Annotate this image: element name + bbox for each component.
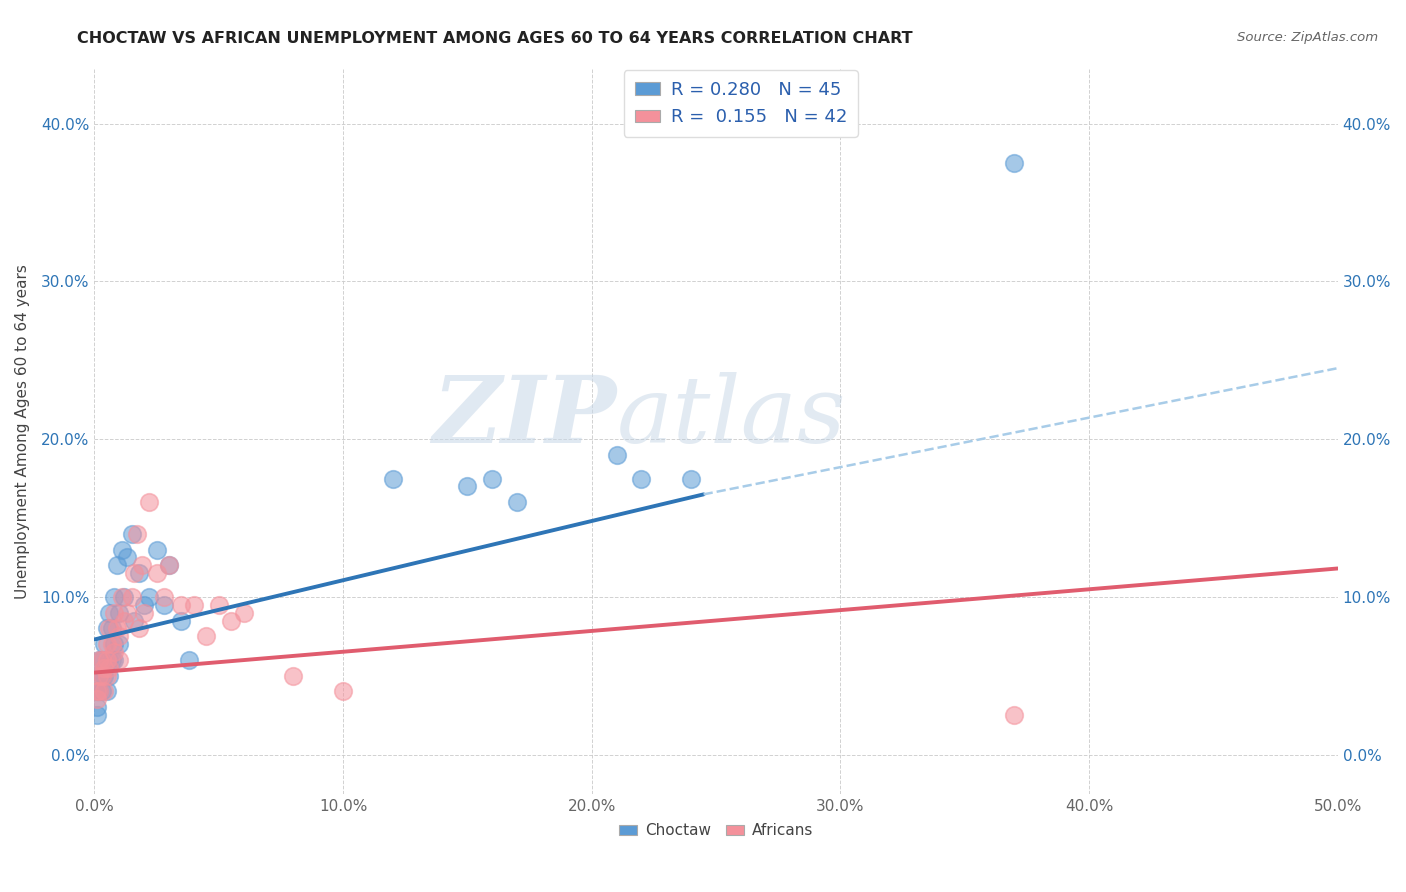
Point — [90, 669, 112, 683]
Point — [96, 684, 118, 698]
Point — [681, 472, 703, 486]
Point — [90, 653, 112, 667]
Point — [96, 653, 118, 667]
Point — [183, 598, 205, 612]
Point — [138, 495, 160, 509]
Point — [1002, 156, 1025, 170]
Point — [103, 645, 125, 659]
Point — [112, 614, 135, 628]
Point — [145, 566, 167, 581]
Point — [86, 692, 108, 706]
Point — [90, 653, 112, 667]
Point — [125, 526, 148, 541]
Point — [93, 661, 115, 675]
Point — [332, 684, 354, 698]
Point — [98, 661, 121, 675]
Point — [506, 495, 529, 509]
Point — [122, 566, 145, 581]
Point — [98, 606, 121, 620]
Point — [153, 590, 176, 604]
Point — [108, 629, 131, 643]
Point — [93, 684, 115, 698]
Legend: Choctaw, Africans: Choctaw, Africans — [613, 817, 820, 845]
Point — [103, 637, 125, 651]
Point — [138, 590, 160, 604]
Point — [170, 598, 193, 612]
Point — [90, 669, 112, 683]
Point — [89, 653, 111, 667]
Point — [86, 684, 108, 698]
Point — [145, 542, 167, 557]
Point — [108, 653, 131, 667]
Point — [122, 614, 145, 628]
Point — [101, 621, 124, 635]
Point — [96, 621, 118, 635]
Point — [283, 669, 305, 683]
Point — [115, 606, 138, 620]
Point — [93, 669, 115, 683]
Point — [112, 590, 135, 604]
Text: Source: ZipAtlas.com: Source: ZipAtlas.com — [1237, 31, 1378, 45]
Point — [89, 684, 111, 698]
Point — [103, 590, 125, 604]
Point — [128, 566, 150, 581]
Point — [103, 653, 125, 667]
Point — [101, 637, 124, 651]
Point — [96, 669, 118, 683]
Point — [89, 653, 111, 667]
Point — [121, 590, 143, 604]
Point — [153, 598, 176, 612]
Point — [134, 598, 156, 612]
Point — [1002, 708, 1025, 723]
Point — [90, 684, 112, 698]
Point — [131, 558, 153, 573]
Point — [456, 479, 478, 493]
Point — [89, 684, 111, 698]
Point — [630, 472, 652, 486]
Point — [86, 700, 108, 714]
Point — [157, 558, 180, 573]
Y-axis label: Unemployment Among Ages 60 to 64 years: Unemployment Among Ages 60 to 64 years — [15, 264, 30, 599]
Point — [195, 629, 218, 643]
Point — [96, 637, 118, 651]
Point — [177, 653, 200, 667]
Point — [86, 708, 108, 723]
Point — [128, 621, 150, 635]
Point — [157, 558, 180, 573]
Text: atlas: atlas — [617, 372, 846, 462]
Point — [105, 558, 128, 573]
Point — [232, 606, 254, 620]
Point — [89, 669, 111, 683]
Point — [219, 614, 242, 628]
Point — [98, 669, 121, 683]
Point — [105, 621, 128, 635]
Point — [103, 606, 125, 620]
Point — [606, 448, 628, 462]
Point — [121, 526, 143, 541]
Point — [208, 598, 231, 612]
Point — [108, 606, 131, 620]
Point — [115, 550, 138, 565]
Point — [101, 653, 124, 667]
Text: ZIP: ZIP — [433, 372, 617, 462]
Point — [108, 637, 131, 651]
Point — [134, 606, 156, 620]
Text: CHOCTAW VS AFRICAN UNEMPLOYMENT AMONG AGES 60 TO 64 YEARS CORRELATION CHART: CHOCTAW VS AFRICAN UNEMPLOYMENT AMONG AG… — [77, 31, 912, 46]
Point — [98, 621, 121, 635]
Point — [381, 472, 404, 486]
Point — [481, 472, 503, 486]
Point — [89, 669, 111, 683]
Point — [111, 590, 134, 604]
Point — [93, 637, 115, 651]
Point — [86, 684, 108, 698]
Point — [98, 653, 121, 667]
Point — [111, 542, 134, 557]
Point — [170, 614, 193, 628]
